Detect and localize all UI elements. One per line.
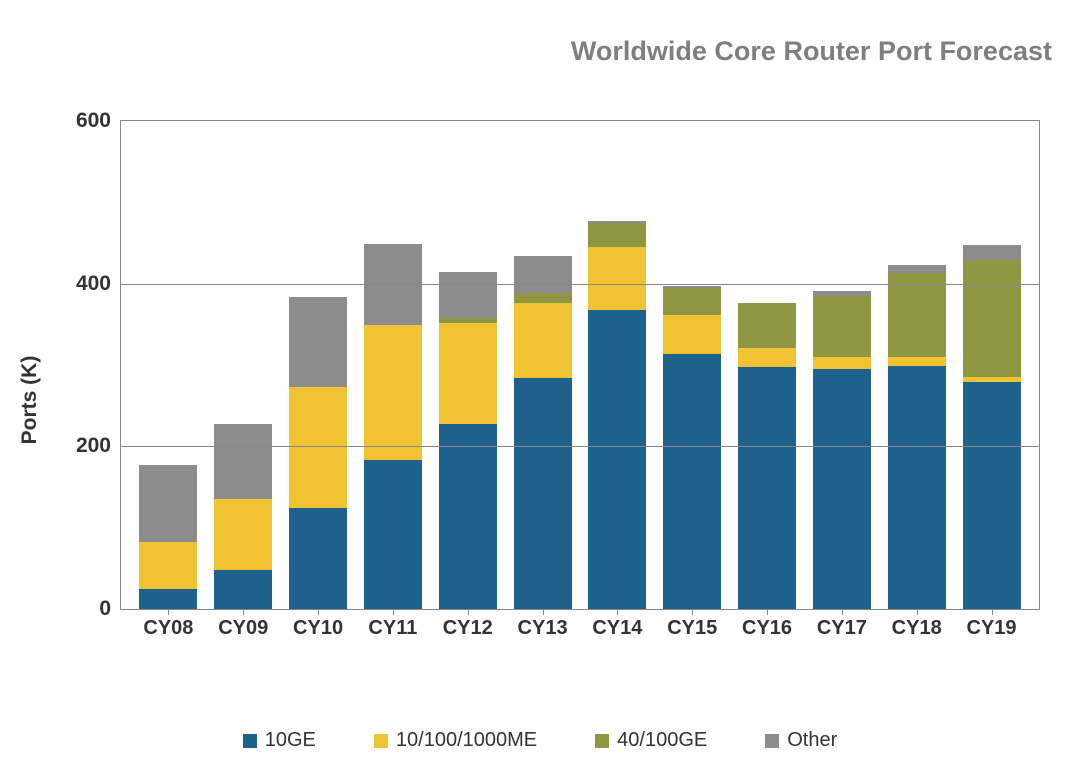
bar-segment: [514, 293, 572, 303]
bar-segment: [214, 570, 272, 609]
bar-segment: [663, 315, 721, 354]
grid-line: [121, 284, 1039, 285]
stacked-bar: [738, 303, 796, 609]
y-tick-label: 200: [41, 434, 121, 458]
stacked-bar: [963, 245, 1021, 609]
legend-swatch: [595, 734, 609, 748]
bar-slot: CY11: [355, 121, 430, 609]
bar-slot: CY14: [580, 121, 655, 609]
bar-segment: [813, 369, 871, 609]
bar-slot: CY10: [281, 121, 356, 609]
bar-segment: [439, 272, 497, 317]
stacked-bar: [813, 291, 871, 609]
legend-item: 40/100GE: [595, 729, 707, 752]
bar-segment: [439, 424, 497, 609]
bar-segment: [738, 367, 796, 609]
bar-slot: CY16: [730, 121, 805, 609]
bar-segment: [738, 303, 796, 348]
y-tick-label: 400: [41, 272, 121, 296]
legend: 10GE 10/100/1000ME 40/100GE Other: [40, 729, 1040, 752]
x-tick-label: CY14: [592, 609, 642, 640]
stacked-bar: [514, 256, 572, 609]
bar-slot: CY13: [505, 121, 580, 609]
legend-swatch: [243, 734, 257, 748]
bar-segment: [588, 310, 646, 609]
bar-segment: [214, 424, 272, 499]
stacked-bar: [139, 465, 197, 609]
bar-segment: [364, 460, 422, 609]
bar-segment: [888, 273, 946, 357]
x-tick-label: CY09: [218, 609, 268, 640]
bar-segment: [289, 387, 347, 507]
legend-label: 10/100/1000ME: [396, 729, 537, 752]
bar-segment: [888, 366, 946, 610]
bars-container: CY08CY09CY10CY11CY12CY13CY14CY15CY16CY17…: [121, 121, 1039, 609]
bar-segment: [514, 303, 572, 378]
x-tick-label: CY12: [443, 609, 493, 640]
x-tick-label: CY13: [518, 609, 568, 640]
legend-label: 10GE: [265, 729, 316, 752]
x-tick-label: CY16: [742, 609, 792, 640]
bar-segment: [888, 265, 946, 273]
plot-area: CY08CY09CY10CY11CY12CY13CY14CY15CY16CY17…: [120, 120, 1040, 610]
stacked-bar: [663, 286, 721, 609]
bar-segment: [663, 354, 721, 609]
bar-segment: [588, 247, 646, 310]
bar-segment: [139, 542, 197, 589]
bar-slot: CY19: [954, 121, 1029, 609]
x-tick-label: CY11: [368, 609, 417, 640]
x-tick-label: CY17: [817, 609, 867, 640]
legend-label: Other: [787, 729, 837, 752]
x-tick-label: CY10: [293, 609, 343, 640]
bar-segment: [963, 260, 1021, 377]
bar-segment: [738, 348, 796, 367]
x-tick-label: CY08: [143, 609, 193, 640]
bar-segment: [813, 296, 871, 358]
legend-label: 40/100GE: [617, 729, 707, 752]
bar-slot: CY15: [655, 121, 730, 609]
bar-segment: [214, 499, 272, 570]
bar-segment: [439, 323, 497, 424]
bar-segment: [289, 297, 347, 388]
y-tick-label: 600: [41, 109, 121, 133]
legend-swatch: [765, 734, 779, 748]
bar-slot: CY18: [879, 121, 954, 609]
legend-item: 10GE: [243, 729, 316, 752]
bar-segment: [663, 288, 721, 316]
bar-segment: [588, 223, 646, 247]
stacked-bar: [364, 244, 422, 609]
stacked-bar: [289, 297, 347, 609]
bar-segment: [514, 378, 572, 609]
bar-segment: [364, 325, 422, 460]
bar-segment: [139, 465, 197, 542]
bar-segment: [888, 357, 946, 365]
stacked-bar: [588, 221, 646, 609]
x-tick-label: CY15: [667, 609, 717, 640]
stacked-bar: [439, 272, 497, 609]
bar-slot: CY17: [804, 121, 879, 609]
bar-segment: [289, 508, 347, 609]
bar-slot: CY08: [131, 121, 206, 609]
bar-slot: CY09: [206, 121, 281, 609]
legend-item: Other: [765, 729, 837, 752]
bar-segment: [139, 589, 197, 609]
bar-segment: [813, 357, 871, 368]
chart-title: Worldwide Core Router Port Forecast: [571, 36, 1052, 67]
legend-item: 10/100/1000ME: [374, 729, 537, 752]
y-axis-label: Ports (K): [18, 356, 42, 445]
bar-slot: CY12: [430, 121, 505, 609]
grid-line: [121, 446, 1039, 447]
x-tick-label: CY19: [967, 609, 1017, 640]
bar-segment: [963, 382, 1021, 609]
x-tick-label: CY18: [892, 609, 942, 640]
stacked-bar: [214, 424, 272, 609]
stacked-bar: [888, 265, 946, 609]
bar-segment: [514, 256, 572, 293]
y-tick-label: 0: [41, 597, 121, 621]
chart-container: Ports (K) CY08CY09CY10CY11CY12CY13CY14CY…: [40, 120, 1040, 680]
bar-segment: [963, 245, 1021, 260]
legend-swatch: [374, 734, 388, 748]
